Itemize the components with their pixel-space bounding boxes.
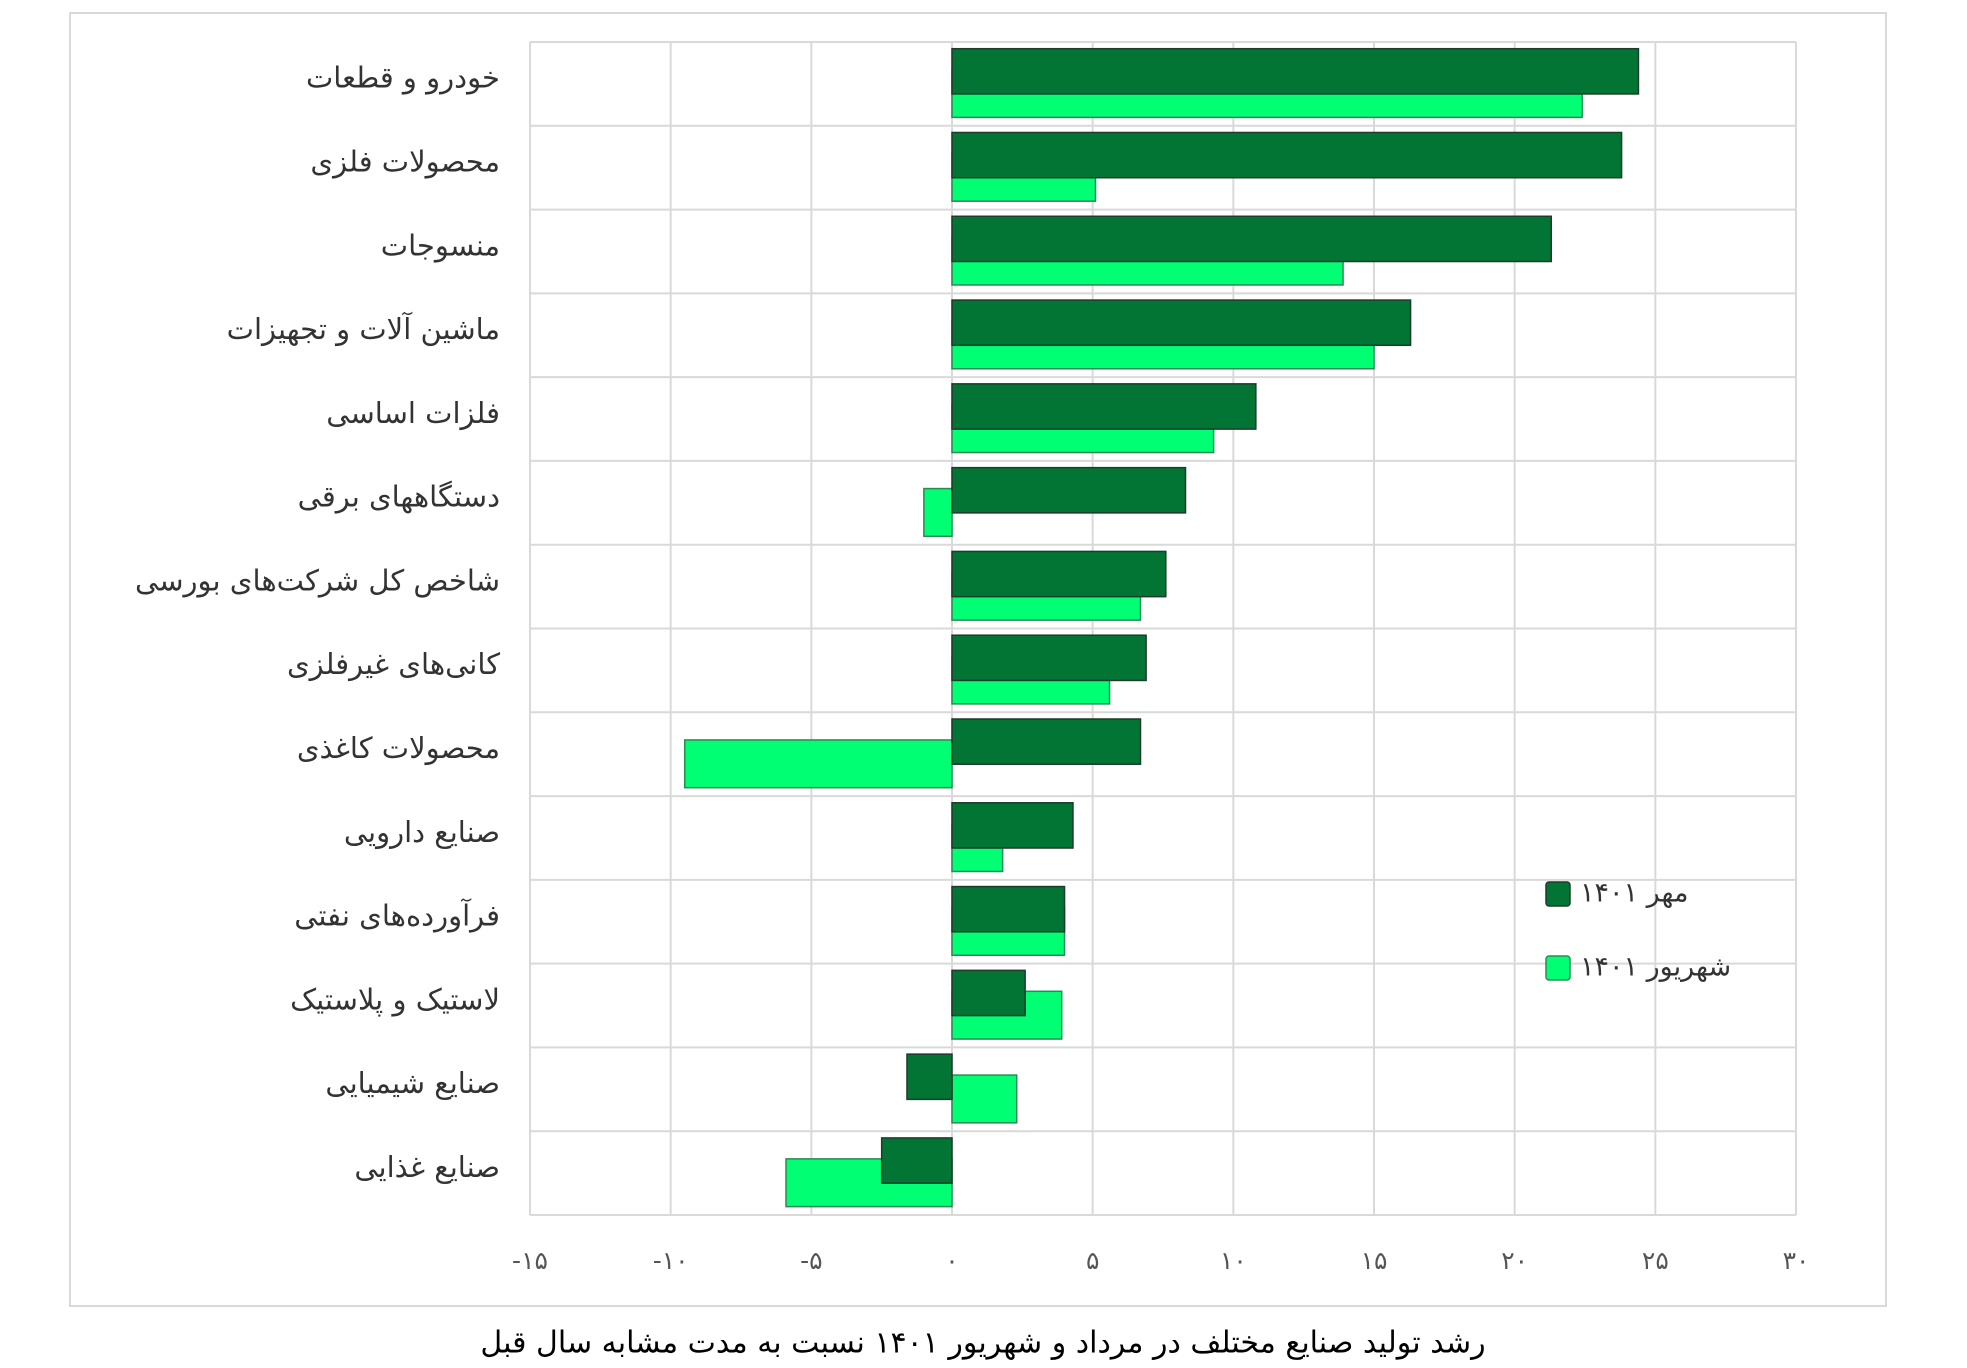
bar (951, 550, 1167, 598)
x-tick-label: ۵ (1086, 1246, 1099, 1275)
y-tick-label: منسوجات (381, 228, 500, 262)
x-tick-label: -۵ (800, 1246, 822, 1275)
bar (923, 487, 953, 538)
chart-title: رشد تولید صنایع مختلف در مرداد و شهریور … (480, 1326, 1485, 1361)
x-tick-label: -۱۰ (653, 1246, 689, 1275)
x-tick-label: ۳۰ (1783, 1246, 1810, 1275)
x-tick-label: ۲۵ (1642, 1246, 1669, 1275)
bar (906, 1053, 953, 1101)
bar (951, 1074, 1018, 1124)
y-tick-label: صنایع غذایی (354, 1150, 500, 1184)
bar (951, 131, 1623, 179)
y-tick-label: ماشین آلات و تجهیزات (227, 311, 500, 346)
y-tick-label: خودرو و قطعات (306, 61, 500, 95)
bar (951, 634, 1147, 682)
bar (951, 885, 1066, 933)
labels: -۱۵ -۱۰ -۵ ۰ ۵ ۱۰ ۱۵ ۲۰ ۲۵ ۳۰ خودرو و قطعات محصولات… (135, 61, 1809, 1275)
bar (951, 215, 1552, 263)
y-tick-label: صنایع دارویی (344, 815, 500, 849)
x-tick-label: -۱۵ (512, 1246, 548, 1275)
legend-swatch (1545, 881, 1571, 907)
y-tick-label: کانی‌های غیرفلزی (287, 647, 500, 681)
x-tick-label: ۱۵ (1361, 1246, 1388, 1275)
y-tick-label: فرآورده‌های نفتی (294, 898, 500, 933)
grid (529, 41, 1797, 1216)
x-tick-label: ۲۰ (1501, 1246, 1528, 1275)
bar (880, 1137, 953, 1184)
legend-label: شهریور ۱۴۰۱ (1580, 952, 1731, 983)
x-tick-label: ۰ (945, 1246, 958, 1275)
bar (951, 802, 1074, 849)
y-tick-label: محصولات کاغذی (297, 731, 500, 765)
bar (951, 47, 1640, 95)
bar (951, 299, 1412, 347)
x-tick-label: ۱۰ (1220, 1246, 1247, 1275)
y-tick-label: دستگاههای برقی (298, 480, 500, 514)
bar (951, 718, 1142, 765)
legend-swatch (1545, 955, 1571, 981)
bar (683, 739, 953, 789)
legend-label: مهر ۱۴۰۱ (1580, 878, 1688, 909)
y-tick-label: لاستیک و پلاستیک (290, 982, 500, 1017)
y-tick-label: محصولات فلزی (310, 144, 500, 178)
y-tick-label: صنایع شیمیایی (325, 1066, 500, 1100)
y-tick-label: فلزات اساسی (326, 396, 500, 430)
bar (951, 969, 1026, 1017)
y-tick-label: شاخص کل شرکت‌های بورسی (135, 563, 500, 597)
bar (951, 466, 1187, 514)
bar (951, 383, 1257, 430)
bars (683, 47, 1640, 1208)
